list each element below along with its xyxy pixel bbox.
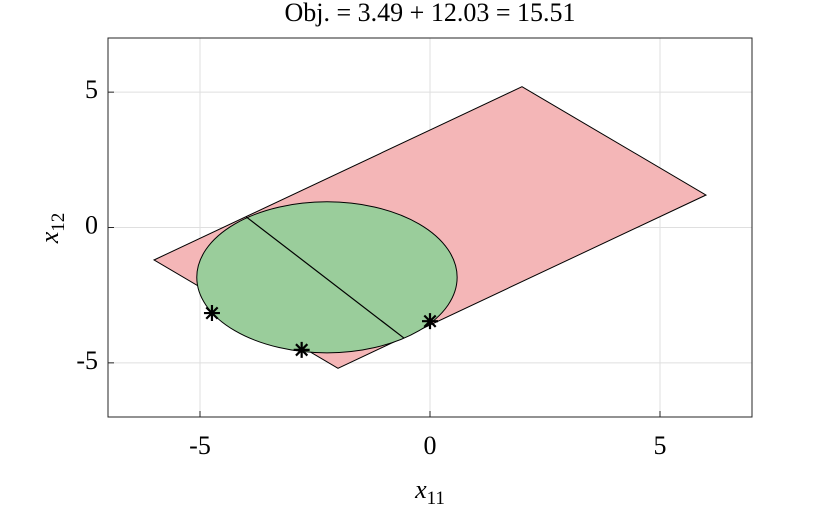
chart-title: Obj. = 3.49 + 12.03 = 15.51 — [285, 0, 576, 27]
star-marker — [422, 313, 438, 330]
x-tick-label: -5 — [189, 431, 211, 460]
x-axis-label-base: x — [414, 475, 427, 504]
axes-box — [107, 37, 753, 418]
y-axis-label: x12 — [35, 213, 69, 245]
y-tick-label: -5 — [76, 346, 98, 375]
y-axis-label-base: x — [35, 231, 64, 244]
y-tick-label: 0 — [85, 210, 98, 239]
star-marker — [293, 341, 310, 358]
star-marker — [203, 305, 220, 322]
x-tick-label: 0 — [424, 431, 437, 460]
y-axis-label-sub: 12 — [48, 213, 69, 232]
segment — [245, 216, 405, 339]
x-axis-label-sub: 11 — [427, 488, 445, 509]
y-tick-label: 5 — [85, 75, 98, 104]
ellipse — [196, 201, 458, 354]
x-tick-label: 5 — [654, 431, 667, 460]
x-axis-label: x11 — [414, 475, 445, 509]
